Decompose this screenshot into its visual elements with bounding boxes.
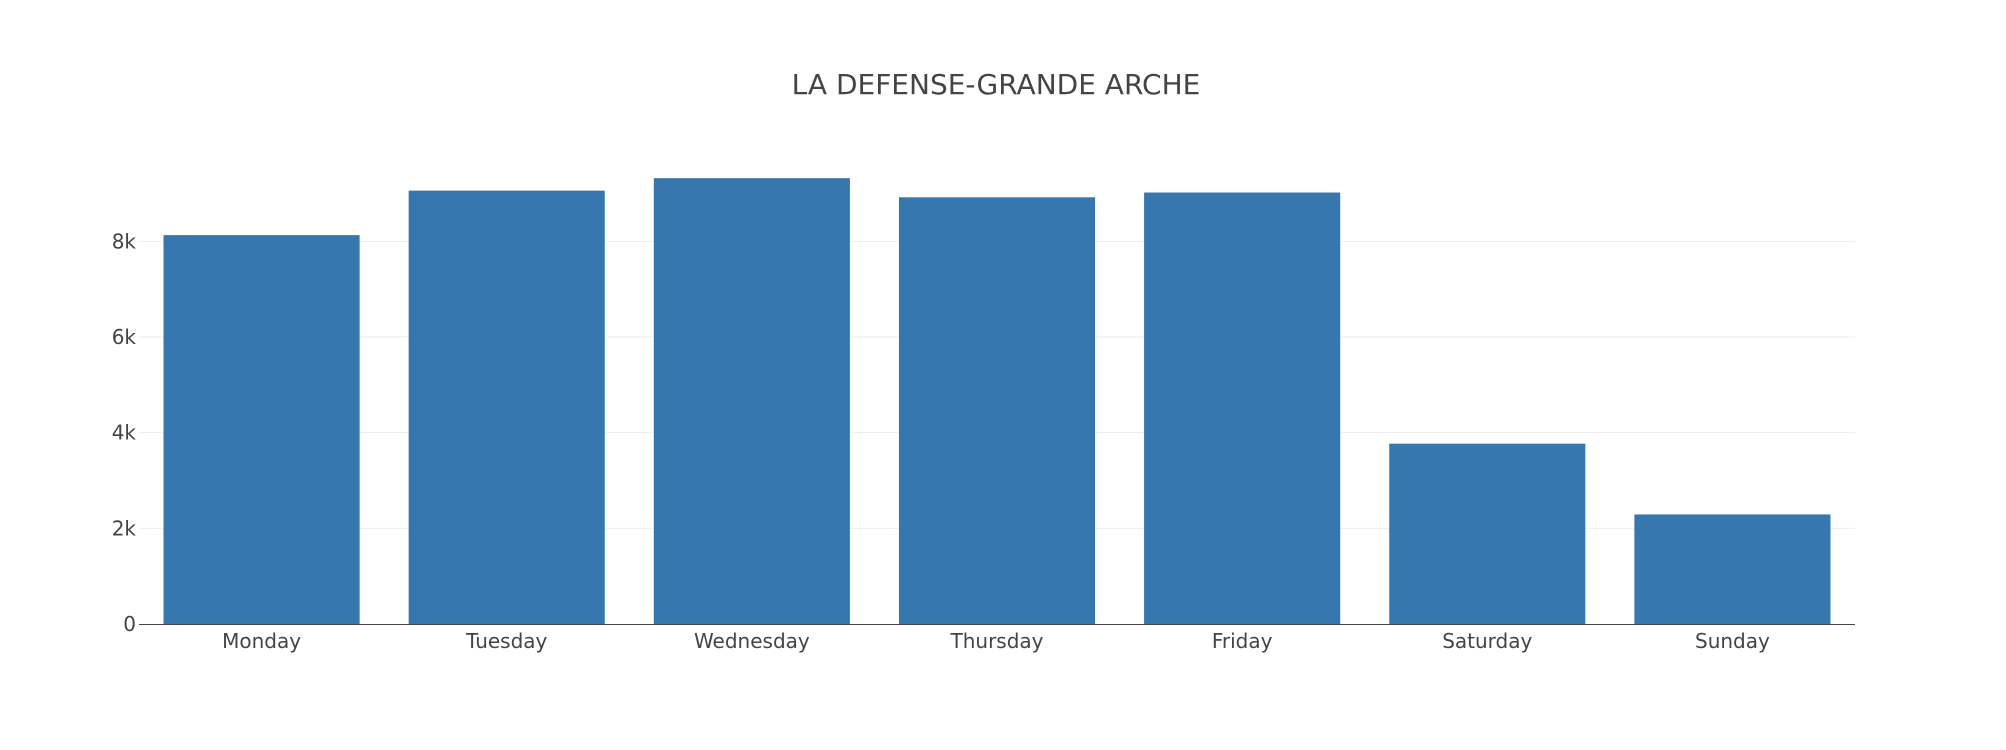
x-tick-label: Monday	[222, 629, 301, 653]
x-tick-labels: Monday Tuesday Wednesday Thursday Friday Satu…	[222, 629, 1770, 653]
x-tick-label: Wednesday	[694, 629, 810, 653]
y-tick-labels: 0 2k 4k 6k 8k	[112, 229, 137, 636]
bars	[163, 178, 1831, 625]
x-tick-label: Friday	[1212, 629, 1273, 653]
bar-thursday	[898, 197, 1096, 624]
y-tick-label: 2k	[112, 516, 137, 540]
bar-wednesday	[653, 178, 850, 625]
y-tick-label: 0	[123, 612, 136, 636]
y-tick-label: 4k	[112, 421, 137, 445]
bar-friday	[1144, 192, 1341, 624]
x-tick-label: Tuesday	[465, 629, 548, 653]
x-tick-label: Thursday	[950, 629, 1044, 653]
bar-tuesday	[408, 190, 605, 624]
bar-saturday	[1389, 443, 1586, 624]
x-tick-label: Sunday	[1695, 629, 1770, 653]
y-tick-label: 8k	[112, 229, 137, 253]
bar-monday	[163, 235, 360, 625]
bar-sunday	[1634, 514, 1831, 624]
chart-title: LA DEFENSE-GRANDE ARCHE	[792, 68, 1201, 101]
x-tick-label: Saturday	[1442, 629, 1532, 653]
y-tick-label: 6k	[112, 325, 137, 349]
